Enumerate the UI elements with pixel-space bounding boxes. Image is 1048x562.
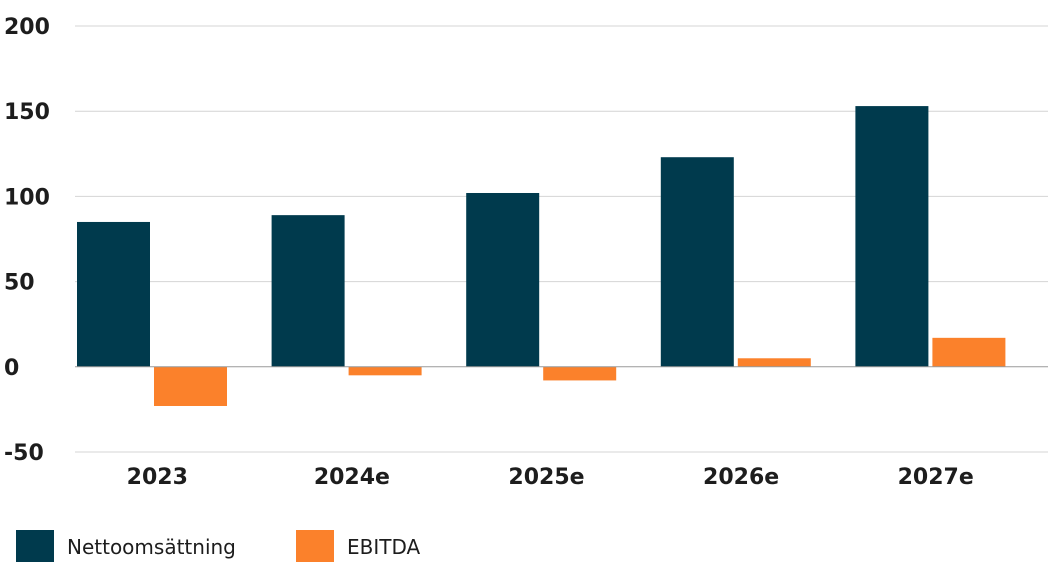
y-tick-label: -50 [4,441,44,466]
bar-ebitda-2024e [348,366,422,376]
y-tick-label: 150 [4,100,50,125]
x-tick-label: 2024e [314,465,390,490]
y-tick-label: 0 [4,356,19,381]
x-tick-label: 2027e [898,465,974,490]
bar-nettoomsattning-2026e [660,157,734,367]
x-tick-label: 2026e [703,465,779,490]
bar-nettoomsattning-2025e [466,192,540,367]
bar-ebitda-2025e [543,366,617,381]
bar-ebitda-2023 [154,366,227,406]
bar-nettoomsattning-2023 [77,221,150,367]
y-tick-label: 100 [4,185,50,210]
legend-label-ebitda: EBITDA [347,535,421,559]
bar-nettoomsattning-2024e [271,215,345,367]
x-tick-label: 2023 [127,465,188,490]
bar-ebitda-2026e [737,358,811,367]
x-tick-label: 2025e [508,465,584,490]
bar-ebitda-2027e [932,337,1006,367]
legend-swatch-ebitda [296,530,334,562]
legend-label-nettoomsattning: Nettoomsättning [67,535,236,559]
y-tick-label: 50 [4,271,35,296]
legend-swatch-nettoomsattning [16,530,54,562]
bar-nettoomsattning-2027e [855,106,929,367]
y-tick-label: 200 [4,15,50,40]
